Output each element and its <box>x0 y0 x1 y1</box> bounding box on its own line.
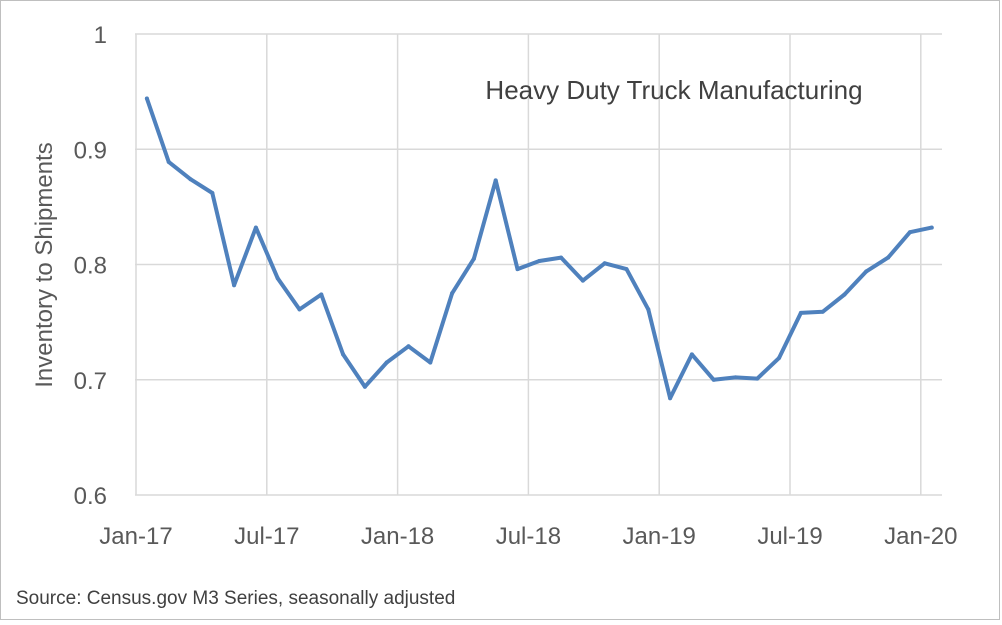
data-point <box>711 377 716 382</box>
data-point <box>777 355 782 360</box>
data-point <box>493 178 498 183</box>
data-point <box>580 278 585 283</box>
data-point <box>144 96 149 101</box>
x-tick-label: Jul-17 <box>234 523 299 550</box>
data-point <box>319 292 324 297</box>
data-point <box>624 267 629 272</box>
data-point <box>362 384 367 389</box>
x-tick-label: Jan-18 <box>361 523 434 550</box>
source-note: Source: Census.gov M3 Series, seasonally… <box>16 588 456 609</box>
y-tick-label: 1 <box>94 22 107 49</box>
series-layer <box>144 96 934 401</box>
data-point <box>907 230 912 235</box>
x-tick-label: Jul-19 <box>757 523 822 550</box>
data-point <box>864 269 869 274</box>
data-point <box>297 307 302 312</box>
y-tick-label: 0.9 <box>74 137 107 164</box>
data-point <box>537 259 542 263</box>
data-point <box>210 191 215 195</box>
data-point <box>515 267 520 272</box>
data-point <box>668 396 673 401</box>
data-point <box>929 225 934 230</box>
data-point <box>253 225 258 230</box>
data-point <box>602 261 607 266</box>
data-point <box>820 309 825 314</box>
data-point <box>275 276 280 281</box>
data-point <box>341 352 346 357</box>
y-axis-tick-labels: 0.6 0.7 0.8 0.9 1 <box>74 22 107 510</box>
data-point <box>755 376 760 381</box>
data-point <box>559 255 564 260</box>
data-point <box>166 159 171 164</box>
data-point <box>842 292 847 297</box>
y-tick-label: 0.8 <box>74 253 107 280</box>
series-line <box>144 96 934 401</box>
y-tick-label: 0.6 <box>74 483 107 510</box>
data-point <box>406 344 411 349</box>
x-axis-tick-labels: Jan-17 Jul-17 Jan-18 Jul-18 Jan-19 Jul-19 Jan-… <box>99 523 957 550</box>
data-point <box>689 352 694 357</box>
x-tick-label: Jan-17 <box>99 523 172 550</box>
data-point <box>450 291 455 296</box>
x-tick-label: Jan-19 <box>623 523 696 550</box>
data-point <box>798 310 803 315</box>
data-point <box>188 177 193 182</box>
x-tick-label: Jul-18 <box>496 523 561 550</box>
chart-title: Heavy Duty Truck Manufacturing <box>485 75 862 105</box>
x-tick-label: Jan-20 <box>884 523 957 550</box>
data-point <box>232 283 237 288</box>
data-point <box>646 307 651 312</box>
data-point <box>886 255 891 260</box>
y-tick-label: 0.7 <box>74 368 107 395</box>
data-point <box>733 375 738 380</box>
data-point <box>471 256 476 261</box>
y-axis-title: Inventory to Shipments <box>31 142 58 387</box>
data-point <box>384 360 389 365</box>
data-point <box>428 360 433 365</box>
